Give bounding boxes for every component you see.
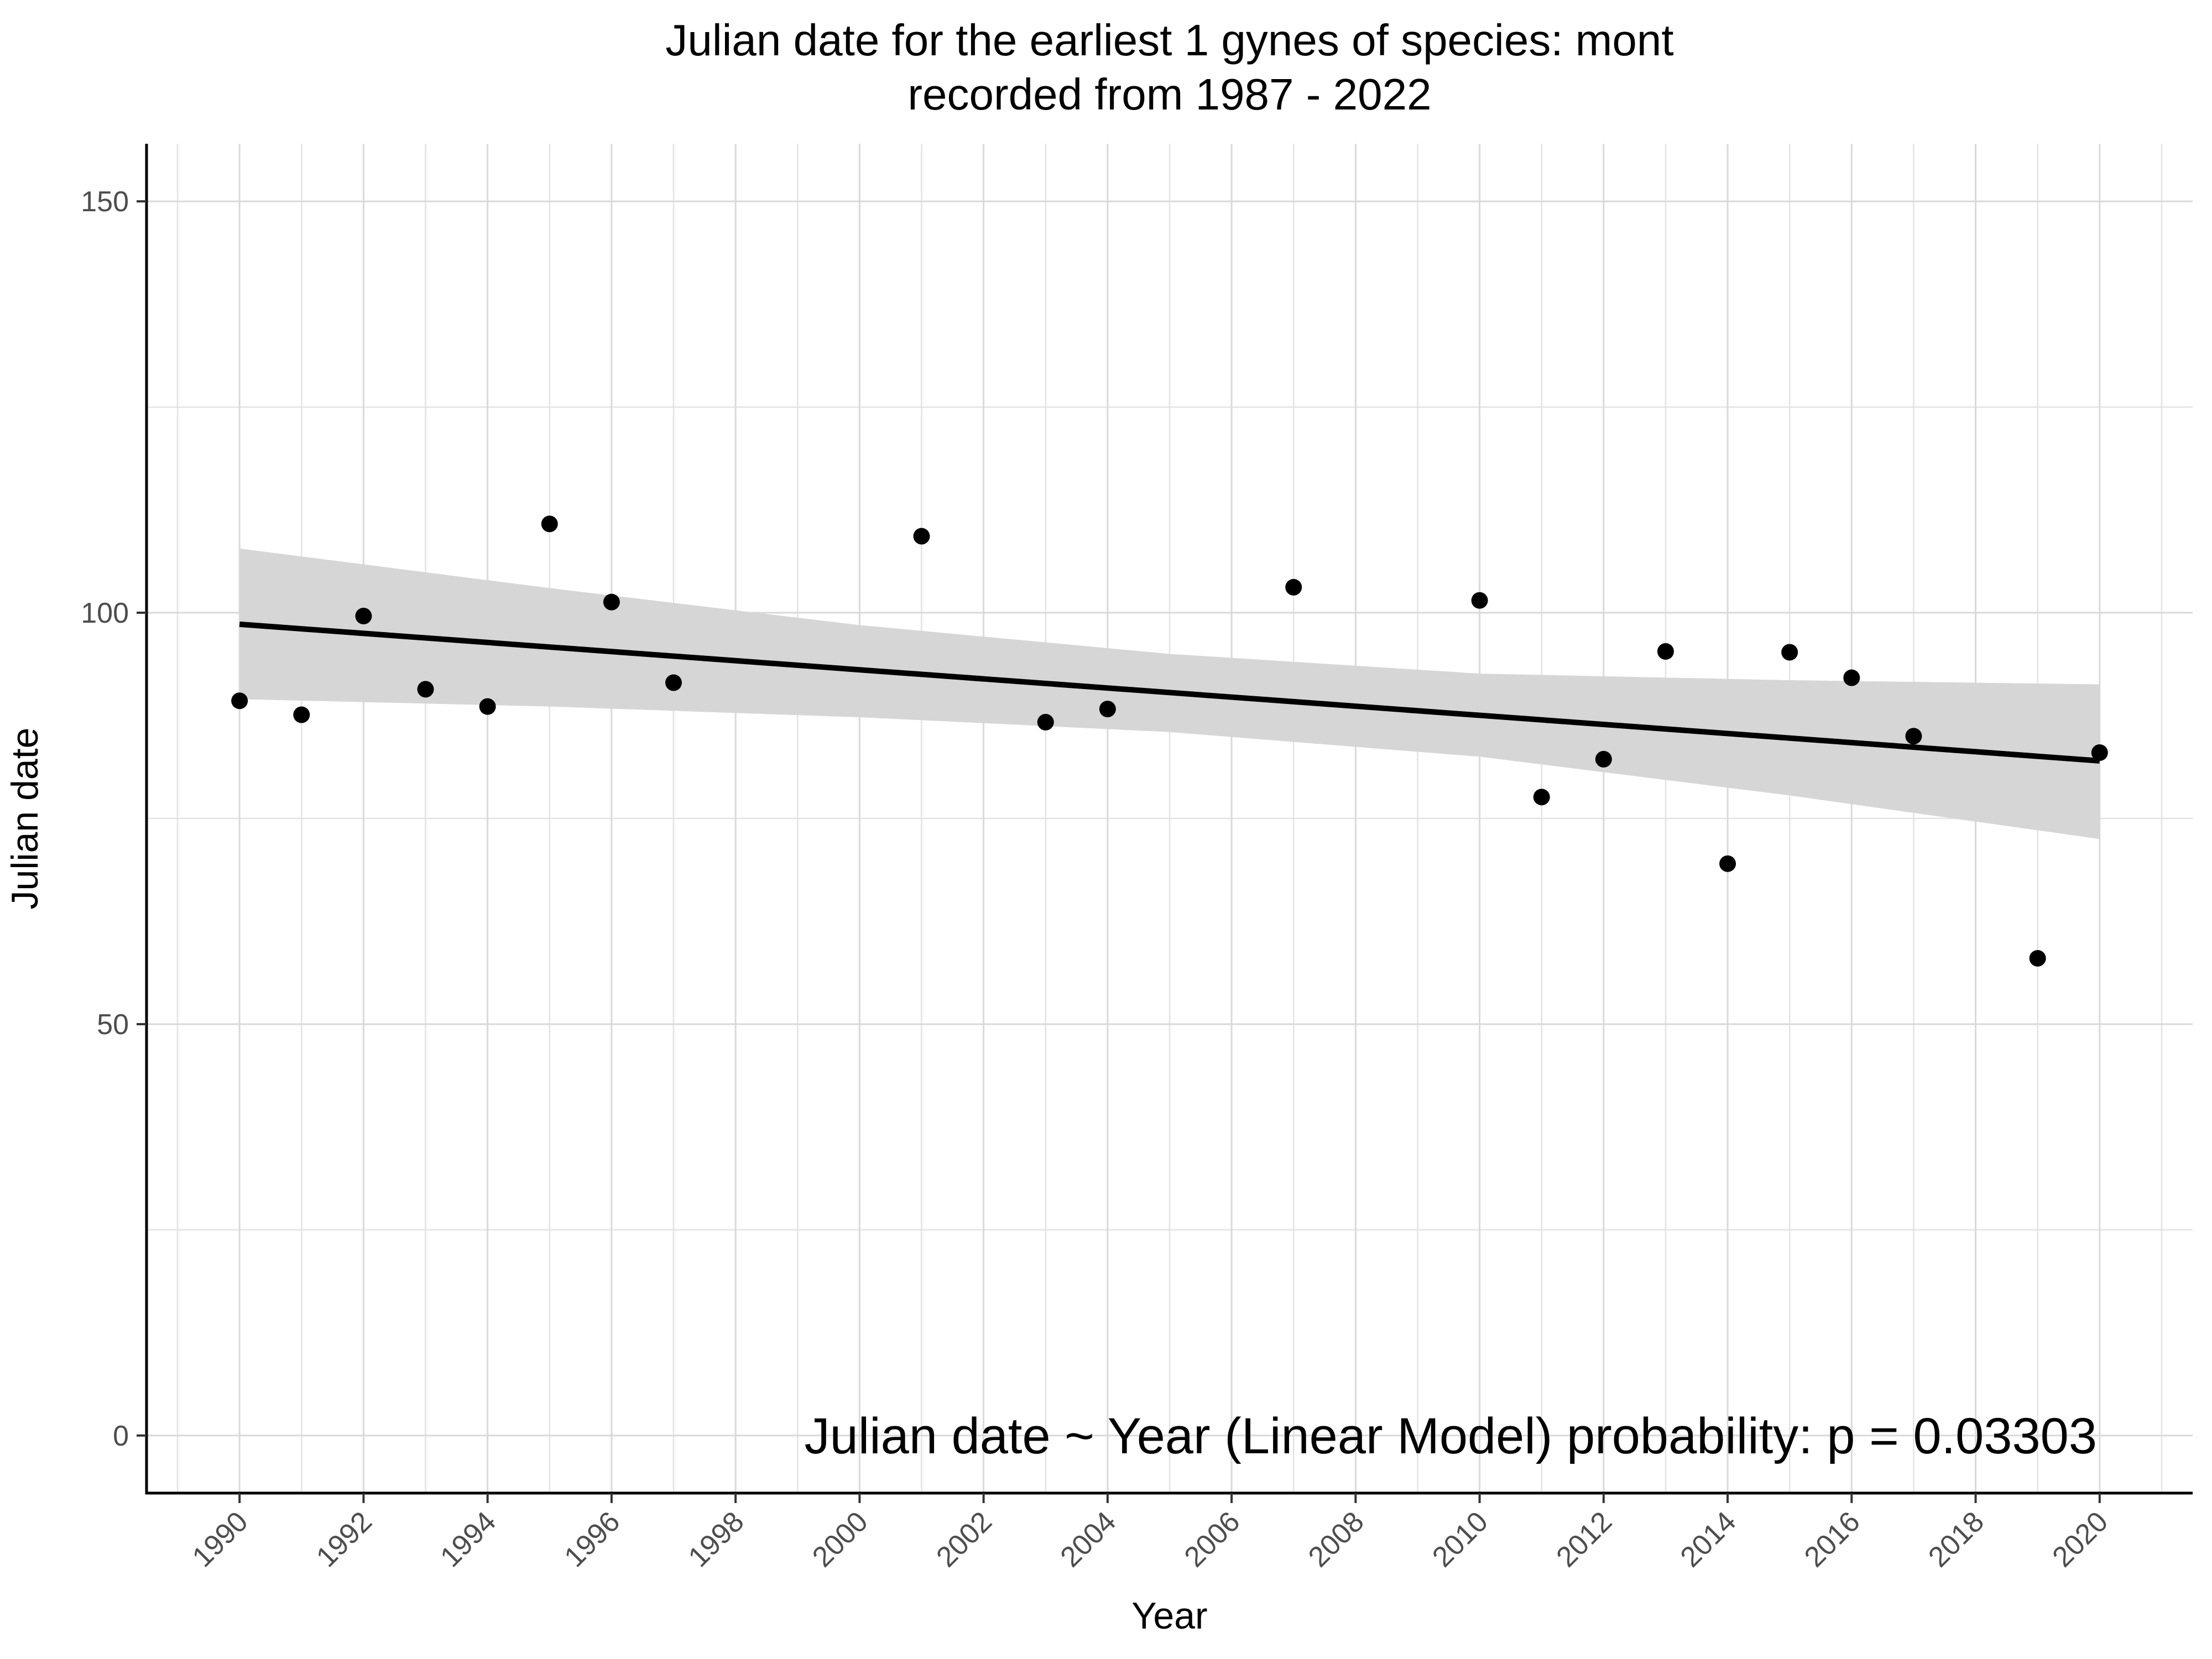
fit-line-group	[239, 621, 2100, 764]
x-tick-label: 1992	[310, 1505, 378, 1573]
x-tick-label: 2006	[1178, 1505, 1246, 1573]
data-point	[541, 515, 558, 533]
chart-title-line-1: Julian date for the earliest 1 gynes of …	[665, 15, 1673, 65]
x-tick-label: 2008	[1302, 1505, 1370, 1573]
data-point	[479, 698, 496, 715]
data-point	[2091, 744, 2108, 761]
x-tick-label: 1998	[682, 1505, 750, 1573]
y-tick-label: 150	[81, 186, 129, 218]
y-tick-label: 100	[81, 597, 129, 629]
data-point	[1099, 701, 1116, 718]
y-tick-label: 50	[97, 1009, 129, 1041]
data-point	[231, 692, 248, 709]
data-point	[293, 706, 310, 723]
data-point	[1905, 728, 1922, 745]
x-tick-label: 2004	[1055, 1505, 1123, 1573]
model-annotation: Julian date ~ Year (Linear Model) probab…	[805, 1408, 2097, 1464]
x-tick-label: 2020	[2046, 1505, 2114, 1573]
x-tick-label: 1996	[559, 1505, 627, 1573]
data-point	[1533, 789, 1550, 806]
y-tick-label: 0	[113, 1420, 129, 1452]
data-point	[1471, 592, 1488, 609]
tick-labels: 1990 1992 1994 1996 1998 2000 2002 2004 2006 2008…	[81, 186, 2114, 1573]
data-point	[1037, 713, 1054, 731]
data-points	[231, 515, 2108, 967]
data-point	[417, 681, 434, 698]
data-point	[1781, 644, 1798, 661]
data-point	[603, 593, 620, 611]
x-tick-label: 2012	[1551, 1505, 1619, 1573]
axes	[137, 144, 2193, 1503]
x-tick-label: 2014	[1674, 1505, 1743, 1573]
data-point	[665, 674, 682, 691]
data-point	[1595, 750, 1612, 768]
x-tick-label: 2010	[1426, 1505, 1494, 1573]
x-axis-title: Year	[1131, 1595, 1207, 1637]
data-point	[2029, 950, 2046, 967]
grid	[147, 144, 2193, 1493]
x-tick-label: 2000	[806, 1505, 874, 1573]
chart-title-line-2: recorded from 1987 - 2022	[907, 70, 1431, 119]
data-point	[1843, 669, 1860, 686]
x-tick-label: 1994	[434, 1505, 502, 1573]
data-point	[913, 528, 930, 545]
x-tick-label: 1990	[186, 1505, 254, 1573]
y-axis-title: Julian date	[4, 728, 46, 910]
x-tick-label: 2018	[1922, 1505, 1990, 1573]
data-point	[355, 608, 372, 624]
x-tick-label: 2016	[1798, 1505, 1866, 1573]
data-point	[1719, 855, 1736, 872]
regression-line	[239, 621, 2100, 764]
data-point	[1657, 643, 1674, 660]
data-point	[1285, 578, 1302, 596]
x-tick-label: 2002	[930, 1505, 998, 1573]
